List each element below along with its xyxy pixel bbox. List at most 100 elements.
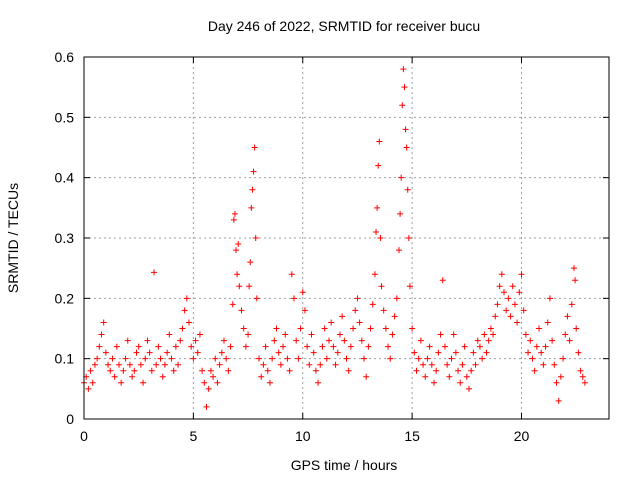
data-point bbox=[365, 343, 372, 350]
y-tick-label: 0 bbox=[66, 411, 74, 427]
data-point bbox=[236, 283, 243, 290]
data-point bbox=[102, 349, 109, 356]
x-tick-label: 10 bbox=[295, 428, 311, 444]
data-point bbox=[406, 283, 413, 290]
y-tick-label: 0.4 bbox=[55, 170, 75, 186]
data-point bbox=[161, 361, 168, 368]
data-point bbox=[389, 331, 396, 338]
data-point bbox=[216, 361, 223, 368]
data-point bbox=[511, 301, 518, 308]
data-point bbox=[415, 355, 422, 362]
data-point bbox=[186, 319, 192, 326]
data-point bbox=[444, 361, 451, 368]
data-point bbox=[170, 367, 177, 374]
data-point bbox=[433, 367, 440, 374]
y-axis-label: SRMTID / TECUs bbox=[5, 183, 21, 293]
data-point bbox=[485, 337, 492, 344]
data-point bbox=[246, 283, 253, 290]
data-point bbox=[196, 331, 203, 338]
data-point bbox=[166, 331, 173, 338]
data-point bbox=[312, 367, 319, 374]
data-point bbox=[476, 343, 483, 350]
data-point bbox=[240, 325, 247, 332]
data-point bbox=[122, 355, 129, 362]
data-point bbox=[238, 307, 245, 314]
data-point bbox=[199, 367, 206, 374]
data-point bbox=[288, 271, 295, 278]
data-point bbox=[304, 343, 311, 350]
data-point bbox=[341, 337, 348, 344]
data-point bbox=[251, 144, 258, 151]
data-point bbox=[369, 301, 376, 308]
data-point bbox=[126, 361, 133, 368]
data-point bbox=[264, 367, 271, 374]
data-point bbox=[448, 355, 455, 362]
data-point bbox=[441, 343, 448, 350]
data-point bbox=[201, 379, 208, 386]
data-point bbox=[89, 379, 96, 386]
data-point bbox=[203, 403, 210, 410]
y-tick-label: 0.1 bbox=[55, 351, 75, 367]
data-point bbox=[455, 367, 462, 374]
data-point bbox=[377, 235, 384, 241]
data-point bbox=[230, 216, 237, 223]
x-axis-label: GPS time / hours bbox=[291, 457, 398, 473]
data-point bbox=[151, 269, 157, 276]
data-point bbox=[280, 343, 287, 350]
data-point bbox=[562, 331, 569, 338]
data-point bbox=[566, 337, 573, 344]
data-point bbox=[413, 367, 420, 374]
data-point bbox=[164, 349, 171, 356]
data-point bbox=[87, 367, 94, 374]
data-point bbox=[367, 325, 374, 332]
data-point bbox=[387, 355, 394, 362]
x-tick-label: 0 bbox=[80, 428, 88, 444]
data-point bbox=[319, 343, 326, 350]
data-point bbox=[177, 337, 184, 344]
data-point bbox=[398, 174, 405, 181]
data-point bbox=[571, 265, 577, 272]
data-point bbox=[258, 373, 265, 380]
data-point bbox=[417, 337, 424, 344]
data-point bbox=[385, 343, 392, 350]
data-point bbox=[581, 379, 588, 386]
data-points bbox=[81, 66, 588, 410]
data-point bbox=[466, 385, 472, 392]
tick-layer bbox=[83, 56, 609, 420]
data-point bbox=[275, 349, 282, 356]
data-point bbox=[378, 283, 385, 290]
data-point bbox=[522, 331, 529, 338]
y-tick-label: 0.2 bbox=[55, 290, 75, 306]
tick-labels: 0 5 10 15 20 0 0.1 0.2 0.3 0.4 0.5 0.6 bbox=[55, 49, 530, 444]
data-point bbox=[113, 343, 120, 350]
data-point bbox=[120, 367, 127, 374]
data-point bbox=[520, 307, 527, 314]
data-point bbox=[431, 379, 437, 386]
data-point bbox=[457, 379, 464, 386]
data-point bbox=[317, 361, 324, 368]
data-point bbox=[107, 367, 114, 374]
data-point bbox=[518, 271, 525, 278]
data-point bbox=[179, 325, 186, 332]
data-point bbox=[577, 367, 584, 374]
data-point bbox=[85, 385, 92, 392]
data-point bbox=[579, 373, 586, 380]
data-point bbox=[133, 349, 140, 356]
data-point bbox=[555, 397, 562, 404]
data-point bbox=[192, 337, 199, 344]
data-point bbox=[503, 307, 510, 314]
data-point bbox=[245, 331, 252, 338]
data-point bbox=[205, 385, 212, 392]
data-point bbox=[116, 361, 122, 368]
data-point bbox=[227, 343, 234, 350]
data-point bbox=[363, 373, 370, 380]
data-point bbox=[256, 355, 262, 362]
data-point bbox=[498, 271, 505, 278]
data-point bbox=[260, 361, 267, 368]
data-point bbox=[420, 361, 427, 368]
data-point bbox=[286, 367, 293, 374]
data-point bbox=[105, 361, 112, 368]
data-point bbox=[380, 307, 387, 314]
data-point bbox=[450, 331, 457, 338]
data-point bbox=[234, 271, 241, 278]
